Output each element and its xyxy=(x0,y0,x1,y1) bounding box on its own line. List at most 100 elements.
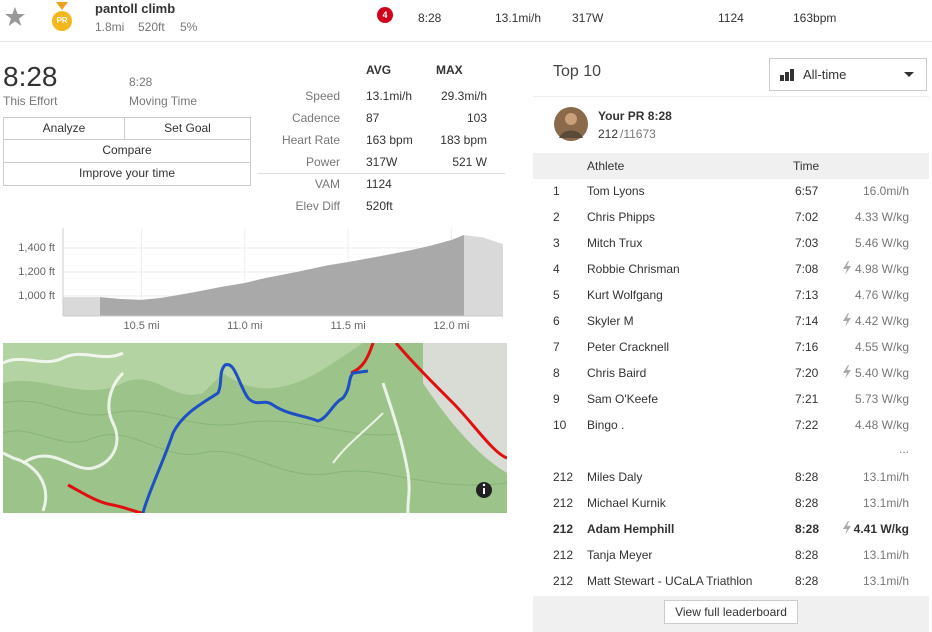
leaderboard-panel xyxy=(533,96,929,632)
estimated-icon xyxy=(843,521,851,535)
segment-distance: 1.8mi xyxy=(95,20,125,34)
segment-grade: 5% xyxy=(180,20,198,34)
athlete-name[interactable]: Kurt Wolfgang xyxy=(587,288,663,302)
athlete-name[interactable]: Michael Kurnik xyxy=(587,496,666,510)
stat-avg: 520ft xyxy=(366,199,393,213)
stat-label: Elev Diff xyxy=(295,199,340,213)
header-vam: 1124 xyxy=(718,11,744,25)
metric: 13.1mi/h xyxy=(862,470,909,484)
rank: 212 xyxy=(553,496,574,510)
athlete-name[interactable]: Mitch Trux xyxy=(587,236,643,250)
estimated-icon xyxy=(843,313,851,327)
metric: 13.1mi/h xyxy=(862,496,909,510)
rank: 8 xyxy=(553,366,560,380)
rank: 7 xyxy=(553,340,560,354)
ellipsis: ... xyxy=(898,442,909,456)
metric: 4.55 W/kg xyxy=(854,340,909,354)
improve-button[interactable]: Improve your time xyxy=(3,162,251,186)
moving-time-label: Moving Time xyxy=(129,94,198,108)
stat-avg: 13.1mi/h xyxy=(366,89,413,103)
star-icon[interactable] xyxy=(4,6,26,28)
header-speed: 13.1mi/h xyxy=(495,11,542,25)
stat-max: 103 xyxy=(466,111,487,125)
y-tick-label: 1,400 ft xyxy=(18,242,55,254)
rank-badge: 4 xyxy=(377,7,393,23)
filter-label: All-time xyxy=(803,67,847,82)
rank: 4 xyxy=(553,262,560,276)
bolt xyxy=(843,365,851,379)
rank: 212 xyxy=(553,522,574,536)
athlete-name[interactable]: Tanja Meyer xyxy=(587,548,653,562)
rank: 6 xyxy=(553,314,560,328)
rank: 212 xyxy=(553,470,574,484)
filter-icon xyxy=(780,69,794,81)
stat-max: 29.3mi/h xyxy=(440,89,487,103)
athlete-header: Athlete xyxy=(587,159,625,173)
time: 7:08 xyxy=(795,262,819,276)
rank: 9 xyxy=(553,392,560,406)
segment-title[interactable]: pantoll climb xyxy=(95,1,176,16)
stats-header: MAX xyxy=(436,63,463,77)
pr-total: /11673 xyxy=(620,127,656,141)
stat-avg: 317W xyxy=(366,155,398,169)
stat-avg: 163 bpm xyxy=(366,133,413,147)
athlete-name[interactable]: Adam Hemphill xyxy=(587,522,675,536)
athlete-name[interactable]: Skyler M xyxy=(587,314,634,328)
leaderboard-title: Top 10 xyxy=(553,63,602,80)
time: 7:13 xyxy=(795,288,819,302)
set-goal-button[interactable]: Set Goal xyxy=(124,117,251,140)
time: 7:02 xyxy=(795,210,819,224)
athlete-name[interactable]: Peter Cracknell xyxy=(587,340,670,354)
athlete-name[interactable]: Chris Phipps xyxy=(587,210,656,224)
metric: 4.98 W/kg xyxy=(854,262,909,276)
rank: 3 xyxy=(553,236,560,250)
rank: 212 xyxy=(553,574,574,588)
compare-button[interactable]: Compare xyxy=(3,139,251,163)
metric: 5.73 W/kg xyxy=(854,392,909,406)
metric: 4.48 W/kg xyxy=(854,418,909,432)
filter-dropdown[interactable]: All-time xyxy=(769,58,927,91)
stat-label: Power xyxy=(305,155,340,169)
time: 7:03 xyxy=(795,236,819,250)
athlete-name[interactable]: Bingo . xyxy=(587,418,625,432)
time: 8:28 xyxy=(795,548,819,562)
header-heart-rate: 163bpm xyxy=(793,11,837,25)
bolt xyxy=(843,313,851,327)
header-time: 8:28 xyxy=(418,11,442,25)
rank: 10 xyxy=(553,418,567,432)
metric: 13.1mi/h xyxy=(862,548,909,562)
athlete-name[interactable]: Chris Baird xyxy=(587,366,647,380)
athlete-name[interactable]: Robbie Chrisman xyxy=(587,262,680,276)
metric: 4.76 W/kg xyxy=(854,288,909,302)
header-power: 317W xyxy=(572,11,604,25)
metric: 13.1mi/h xyxy=(862,574,909,588)
athlete-name[interactable]: Miles Daly xyxy=(587,470,643,484)
athlete-name[interactable]: Sam O'Keefe xyxy=(587,392,658,406)
metric: 5.40 W/kg xyxy=(854,366,909,380)
time: 7:22 xyxy=(795,418,819,432)
time: 6:57 xyxy=(795,184,819,198)
stat-label: VAM xyxy=(314,177,340,191)
time: 8:28 xyxy=(795,496,819,510)
time: 7:20 xyxy=(795,366,819,380)
caret xyxy=(904,72,914,77)
elevation-chart: 1,000 ft 1,200 ft 1,400 ft 10.5 mi 11.0 mi 11… xyxy=(18,228,503,332)
medal-text: PR xyxy=(56,16,67,25)
x-tick-label: 11.5 mi xyxy=(330,320,365,332)
analyze-button[interactable]: Analyze xyxy=(3,117,125,140)
pr-medal: PR xyxy=(52,2,72,31)
stats-divider xyxy=(258,173,505,174)
table-header xyxy=(533,153,929,179)
athlete-name[interactable]: Tom Lyons xyxy=(587,184,645,198)
stats-header: AVG xyxy=(366,63,392,77)
view-all-button[interactable]: View full leaderboard xyxy=(664,600,798,624)
x-tick-label: 12.0 mi xyxy=(433,320,469,332)
metric: 16.0mi/h xyxy=(862,184,909,198)
athlete-name[interactable]: Matt Stewart - UCaLA Triathlon xyxy=(587,574,753,588)
map[interactable] xyxy=(3,343,507,513)
pr-label: Your PR 8:28 xyxy=(598,109,672,123)
rank: 1 xyxy=(553,184,560,198)
stat-max: 521 W xyxy=(452,155,487,169)
stat-label: Heart Rate xyxy=(281,133,340,147)
